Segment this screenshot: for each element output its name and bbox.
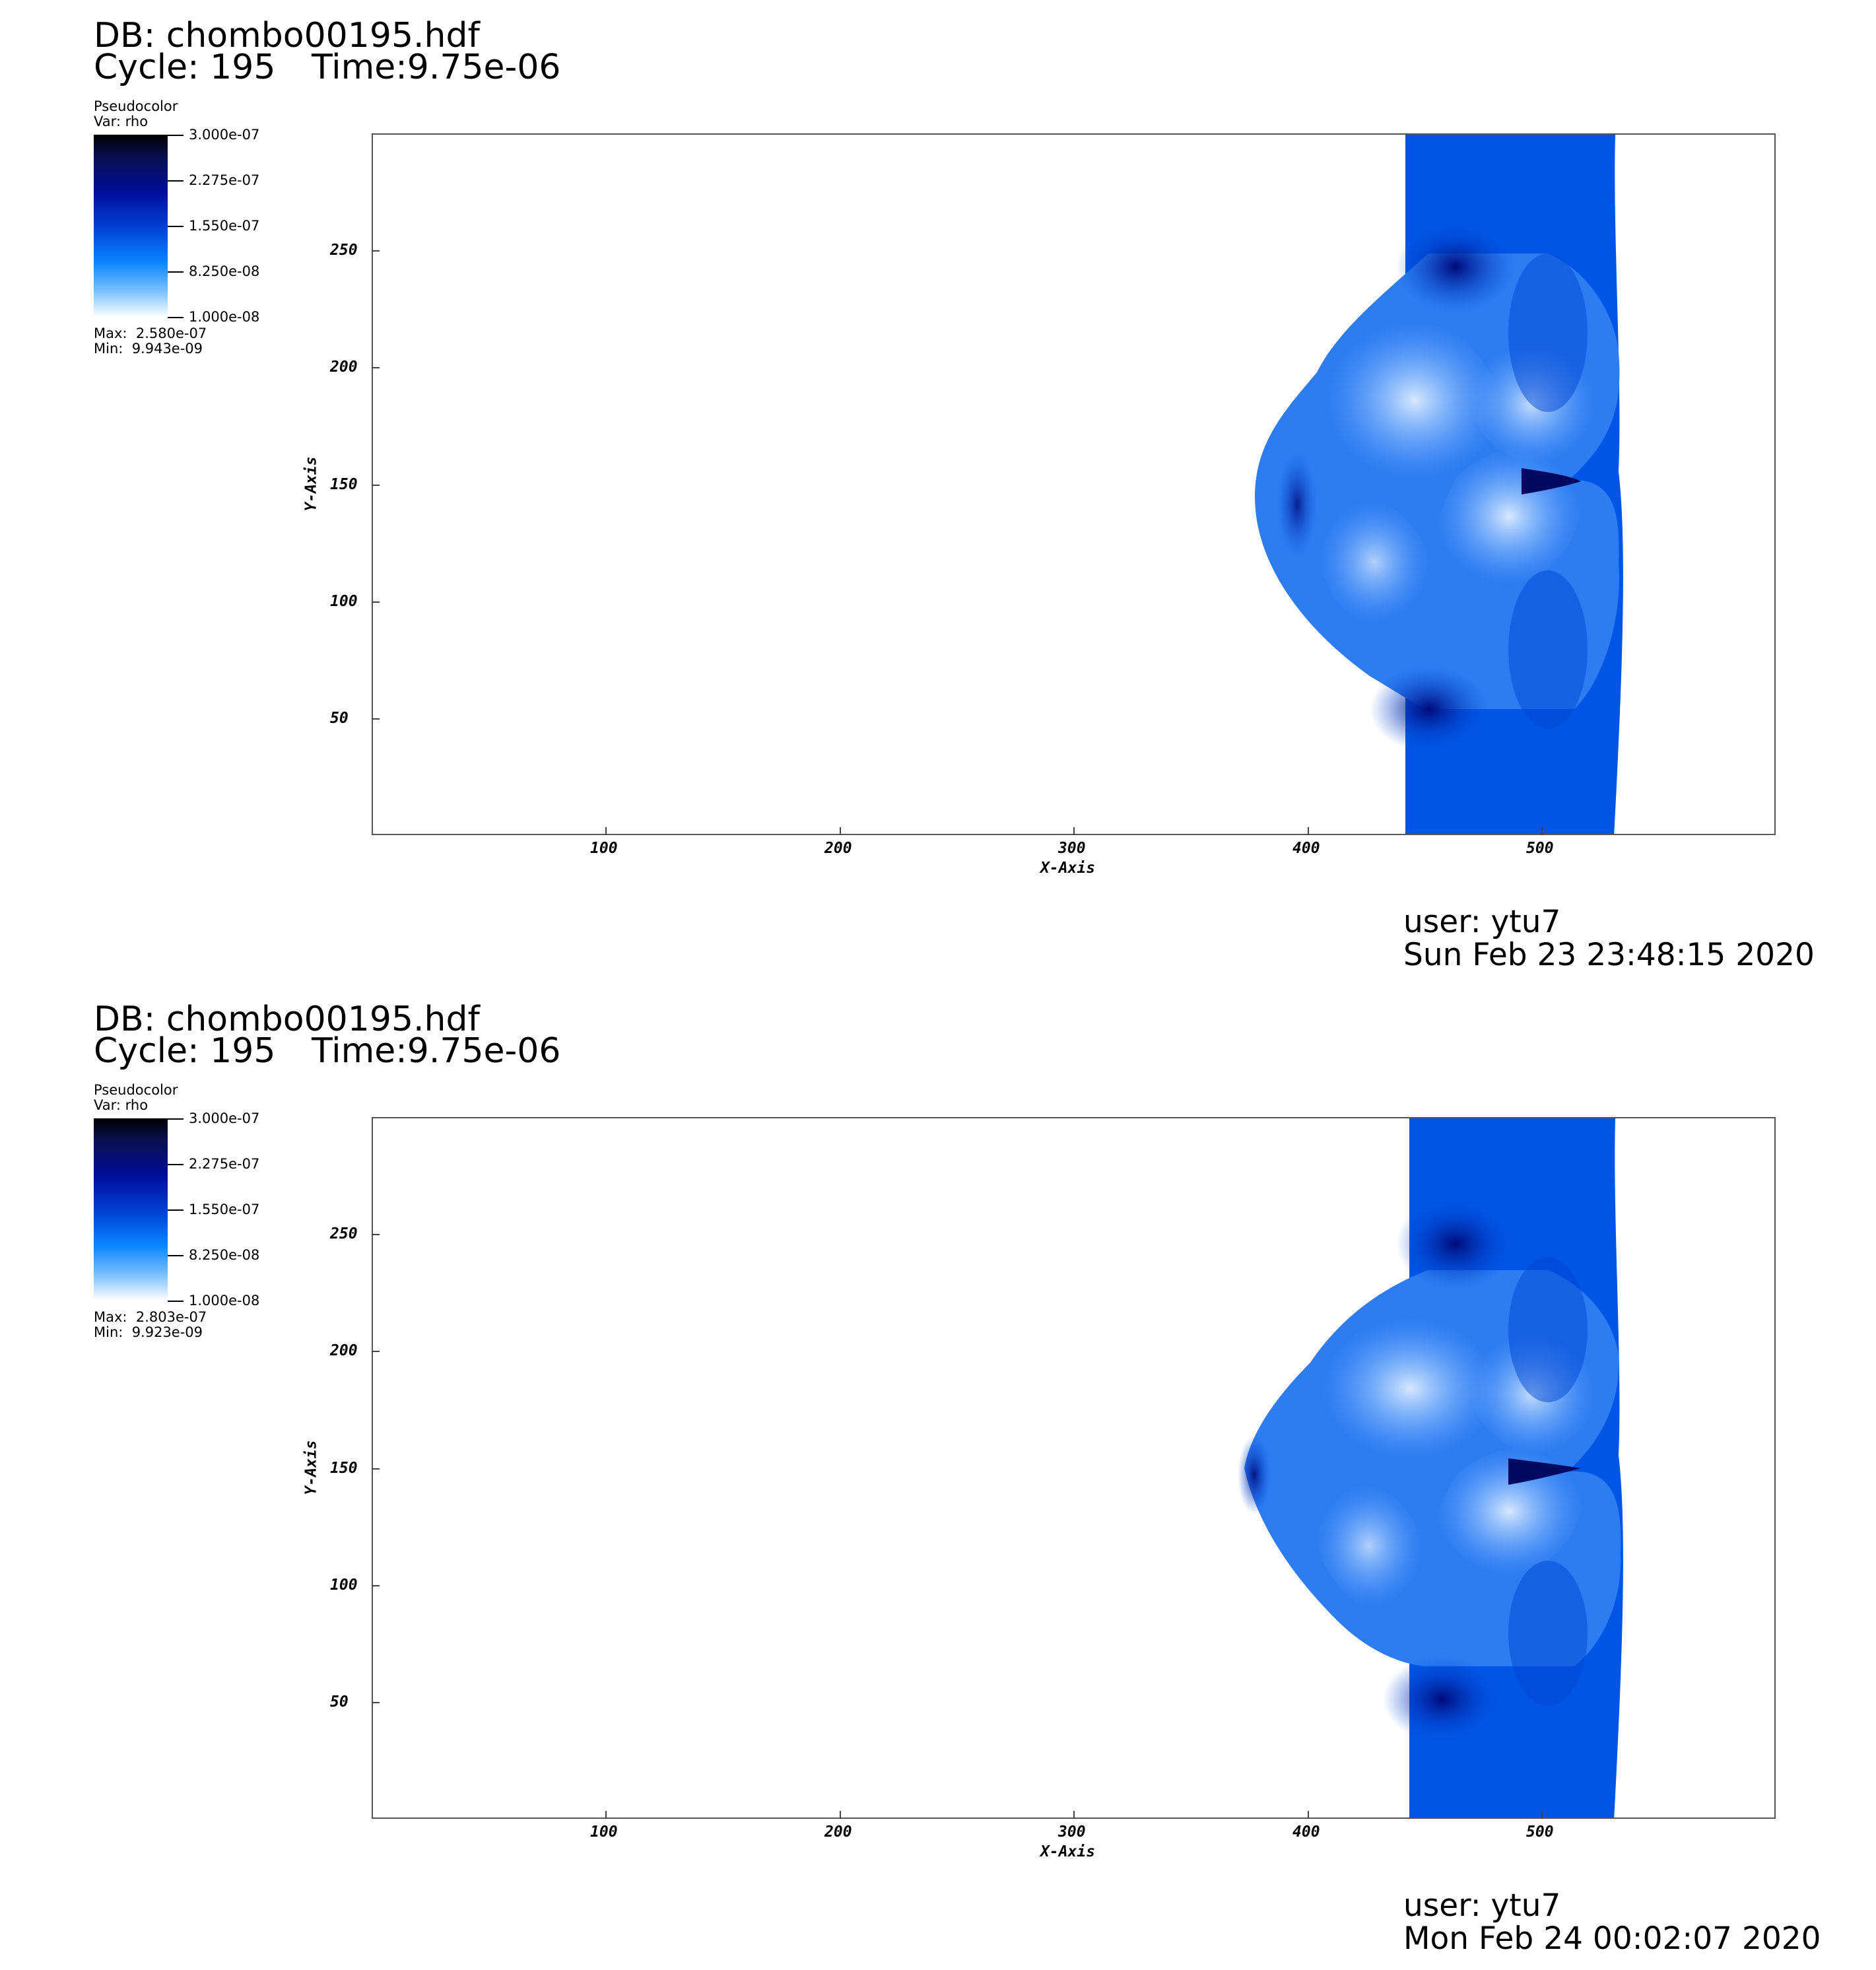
footer-user: user: ytu7 <box>1403 1887 1561 1924</box>
colorbar-tick <box>168 271 184 273</box>
y-tick-label: 50 <box>330 710 349 727</box>
y-tick-label: 150 <box>330 1460 358 1477</box>
axis-ticks <box>372 1234 1543 1819</box>
legend-plot-type: Pseudocolor <box>94 98 178 114</box>
footer-date: Sun Feb 23 23:48:15 2020 <box>1403 937 1815 973</box>
time-label: Time:9.75e-06 <box>312 1031 561 1071</box>
colorbar-tick <box>168 1164 184 1165</box>
colorbar <box>94 135 168 317</box>
cycle-label: Cycle: 195 <box>94 48 276 87</box>
y-tick-label: 100 <box>330 1577 358 1594</box>
db-title: DB: chombo00195.hdf <box>94 1000 480 1039</box>
y-tick-label: 250 <box>330 1225 358 1242</box>
x-tick-label: 100 <box>590 840 618 857</box>
legend-min: Min: 9.923e-09 <box>94 1324 203 1340</box>
colorbar-label: 1.000e-08 <box>189 1293 260 1308</box>
y-tick-label: 50 <box>330 1693 349 1711</box>
plot-panel-2: DB: chombo00195.hdf Cycle: 195 Time:9.75… <box>0 984 1876 1967</box>
colorbar-label: 1.550e-07 <box>189 218 260 234</box>
y-axis-title: Y-Axis <box>302 1440 320 1495</box>
y-tick-label: 250 <box>330 242 358 259</box>
x-tick-label: 400 <box>1292 1823 1320 1841</box>
colorbar-tick <box>168 1209 184 1211</box>
cycle-label: Cycle: 195 <box>94 1031 276 1071</box>
legend-variable: Var: rho <box>94 1097 149 1113</box>
colorbar-label: 2.275e-07 <box>189 172 260 188</box>
x-tick-label: 300 <box>1058 840 1086 857</box>
y-tick-label: 100 <box>330 593 358 610</box>
colorbar-tick <box>168 180 184 182</box>
density-field <box>1255 135 1623 834</box>
colorbar-label: 2.275e-07 <box>189 1156 260 1172</box>
legend-variable: Var: rho <box>94 114 149 129</box>
x-axis-title: X-Axis <box>1040 1843 1096 1860</box>
colorbar-label: 1.550e-07 <box>189 1202 260 1217</box>
x-tick-label: 200 <box>824 840 852 857</box>
colorbar-tick <box>168 135 184 136</box>
colorbar-tick <box>168 226 184 227</box>
x-tick-label: 200 <box>824 1823 852 1841</box>
axis-ticks <box>372 250 1543 835</box>
colorbar-tick <box>168 1255 184 1256</box>
colorbar-label: 3.000e-07 <box>189 127 260 143</box>
legend-plot-type: Pseudocolor <box>94 1082 178 1098</box>
colorbar-label: 1.000e-08 <box>189 309 260 325</box>
plot-panel-1: DB: chombo00195.hdf Cycle: 195 Time:9.75… <box>0 0 1876 984</box>
colorbar-label: 8.250e-08 <box>189 263 260 279</box>
x-tick-label: 500 <box>1526 840 1554 857</box>
x-tick-label: 500 <box>1526 1823 1554 1841</box>
plot-area <box>372 133 1776 835</box>
x-axis-title: X-Axis <box>1040 860 1096 877</box>
legend-max: Max: 2.580e-07 <box>94 325 207 341</box>
plot-area <box>372 1117 1776 1819</box>
x-tick-label: 300 <box>1058 1823 1086 1841</box>
legend-min: Min: 9.943e-09 <box>94 341 203 357</box>
y-tick-label: 200 <box>330 358 358 376</box>
db-title: DB: chombo00195.hdf <box>94 16 480 55</box>
x-tick-label: 100 <box>590 1823 618 1841</box>
time-label: Time:9.75e-06 <box>312 48 561 87</box>
colorbar-tick <box>168 317 184 318</box>
colorbar <box>94 1118 168 1301</box>
footer-date: Mon Feb 24 00:02:07 2020 <box>1403 1920 1821 1957</box>
y-tick-label: 150 <box>330 476 358 493</box>
density-field <box>1238 1118 1623 1817</box>
legend-max: Max: 2.803e-07 <box>94 1309 207 1325</box>
y-tick-label: 200 <box>330 1342 358 1359</box>
colorbar-tick <box>168 1301 184 1302</box>
colorbar-label: 8.250e-08 <box>189 1247 260 1263</box>
colorbar-tick <box>168 1118 184 1120</box>
colorbar-label: 3.000e-07 <box>189 1110 260 1126</box>
y-axis-title: Y-Axis <box>302 456 320 512</box>
x-tick-label: 400 <box>1292 840 1320 857</box>
footer-user: user: ytu7 <box>1403 904 1561 940</box>
